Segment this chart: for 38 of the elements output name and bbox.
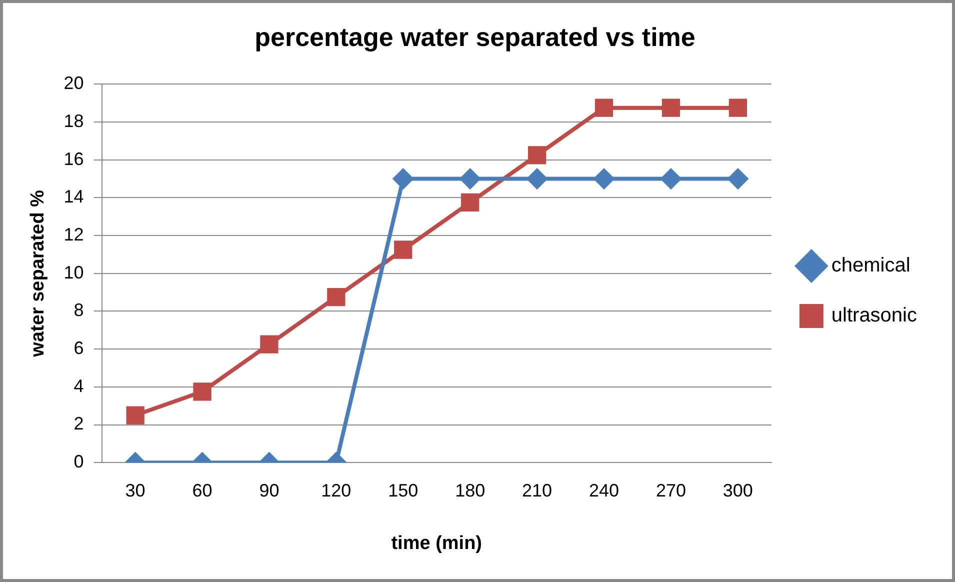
y-tick-label: 16 xyxy=(64,148,84,169)
x-axis-title: time (min) xyxy=(391,532,482,554)
y-tick-label: 18 xyxy=(64,111,84,132)
y-tick-label: 14 xyxy=(64,186,84,207)
y-tick-label: 8 xyxy=(74,300,84,320)
x-tick-label: 150 xyxy=(388,480,418,500)
x-tick-label: 60 xyxy=(192,480,212,500)
point xyxy=(728,98,747,117)
point xyxy=(594,168,614,189)
legend-label: chemical xyxy=(831,254,910,277)
point xyxy=(393,168,414,189)
legend-label: ultrasonic xyxy=(831,304,918,327)
y-tick-label: 4 xyxy=(74,376,84,396)
x-tick-label: 270 xyxy=(656,480,686,500)
x-tick-label: 120 xyxy=(321,480,352,500)
x-tick-label: 300 xyxy=(722,480,753,500)
point xyxy=(660,168,681,189)
x-tick-label: 240 xyxy=(588,480,620,500)
point xyxy=(528,146,546,164)
y-tick-label: 0 xyxy=(74,452,84,472)
y-tick-label: 10 xyxy=(64,262,84,282)
y-tick-label: 12 xyxy=(64,224,84,245)
point xyxy=(460,168,480,189)
y-tick-label: 6 xyxy=(74,338,84,358)
y-tick-label: 20 xyxy=(64,73,84,94)
point xyxy=(461,193,480,212)
x-tick-label: 180 xyxy=(455,480,486,500)
y-axis-title: water separated % xyxy=(28,190,49,358)
x-tick-label: 90 xyxy=(259,480,280,500)
point xyxy=(728,168,748,189)
point xyxy=(594,98,614,117)
point xyxy=(394,240,412,259)
point xyxy=(662,98,680,117)
x-tick-label: 30 xyxy=(125,480,146,500)
chart-title: percentage water separated vs time xyxy=(254,22,696,52)
y-tick-label: 2 xyxy=(74,414,84,434)
x-tick-label: 210 xyxy=(522,480,552,500)
point xyxy=(527,168,548,189)
